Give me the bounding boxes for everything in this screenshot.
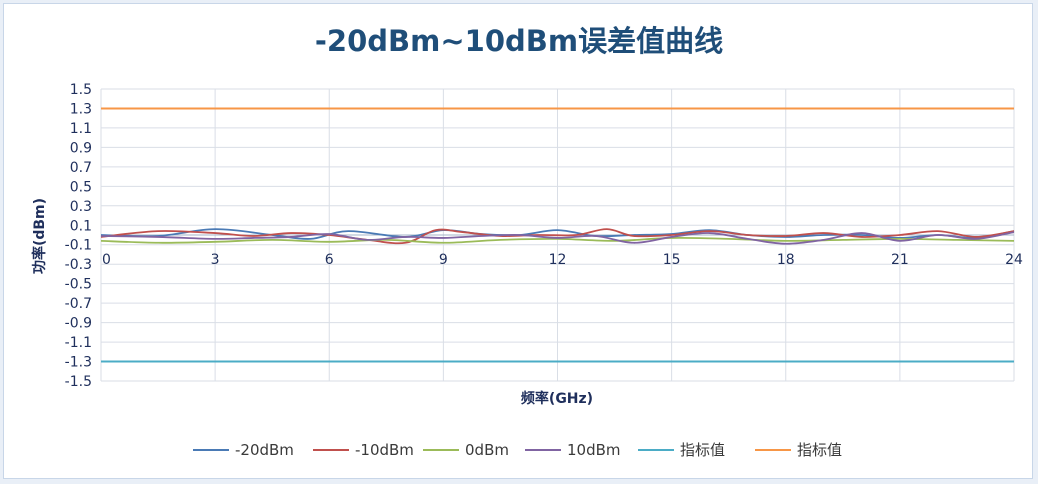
y-tick-label: -1.5 bbox=[65, 374, 92, 390]
y-axis-title: 功率(dBm) bbox=[31, 198, 48, 274]
y-tick-label: 0.7 bbox=[70, 160, 92, 176]
legend-label: 10dBm bbox=[567, 441, 621, 459]
y-tick-label: -0.7 bbox=[65, 296, 92, 312]
legend-item-0: -20dBm bbox=[193, 441, 294, 459]
y-tick-label: 0.9 bbox=[70, 140, 92, 156]
x-tick-label: 0 bbox=[102, 252, 111, 268]
series-line-2 bbox=[100, 236, 1015, 244]
legend-item-3: 10dBm bbox=[525, 441, 621, 459]
x-axis-title: 频率(GHz) bbox=[521, 390, 593, 407]
legend-label: 指标值 bbox=[797, 441, 842, 459]
y-tick-label: 1.5 bbox=[70, 82, 92, 98]
y-tick-label: -0.5 bbox=[65, 277, 92, 293]
y-tick-label: 0.3 bbox=[70, 199, 92, 215]
y-tick-label: 1.3 bbox=[70, 101, 92, 117]
legend-item-4: 指标值 bbox=[638, 441, 725, 459]
x-tick-label: 6 bbox=[325, 252, 334, 268]
y-tick-label: 1.1 bbox=[70, 121, 92, 137]
y-tick-label: -0.1 bbox=[65, 238, 92, 254]
y-tick-label: 0.1 bbox=[70, 218, 92, 234]
x-tick-label: 15 bbox=[663, 252, 681, 268]
y-tick-label: 0.5 bbox=[70, 179, 92, 195]
chart-title: -20dBm~10dBm误差值曲线 bbox=[314, 24, 724, 58]
legend-item-1: -10dBm bbox=[313, 441, 414, 459]
x-tick-label: 9 bbox=[439, 252, 448, 268]
y-tick-label: -1.1 bbox=[65, 335, 92, 351]
x-tick-label: 3 bbox=[211, 252, 220, 268]
legend-label: -10dBm bbox=[355, 441, 414, 459]
series-layer bbox=[100, 107, 1015, 363]
legend: -20dBm -10dBm 0dBm 10dBm 指标值 指标值 bbox=[193, 441, 842, 459]
legend-item-2: 0dBm bbox=[423, 441, 509, 459]
x-tick-label: 21 bbox=[891, 252, 909, 268]
legend-item-5: 指标值 bbox=[755, 441, 842, 459]
x-tick-label: 24 bbox=[1005, 252, 1023, 268]
series-line-3 bbox=[100, 231, 1015, 245]
x-tick-label: 12 bbox=[549, 252, 567, 268]
legend-label: -20dBm bbox=[235, 441, 294, 459]
tick-layer: 1.5 1.3 1.1 0.9 0.7 0.5 0.3 0.1 -0.1 -0.3 -0.5 -0.7… bbox=[65, 82, 1023, 390]
y-tick-label: -1.3 bbox=[65, 355, 92, 371]
chart-svg: 1.5 1.3 1.1 0.9 0.7 0.5 0.3 0.1 -0.1 -0.3 -0.5 -0.7… bbox=[31, 82, 1023, 459]
y-tick-label: -0.3 bbox=[65, 257, 92, 273]
chart-frame: -20dBm~10dBm误差值曲线 1.5 1.3 1.1 0.9 0.7 0.5 0.3 0… bbox=[3, 3, 1033, 479]
legend-label: 指标值 bbox=[680, 441, 725, 459]
legend-label: 0dBm bbox=[465, 441, 509, 459]
series-line-1 bbox=[100, 228, 1015, 245]
x-tick-label: 18 bbox=[777, 252, 795, 268]
y-tick-label: -0.9 bbox=[65, 316, 92, 332]
